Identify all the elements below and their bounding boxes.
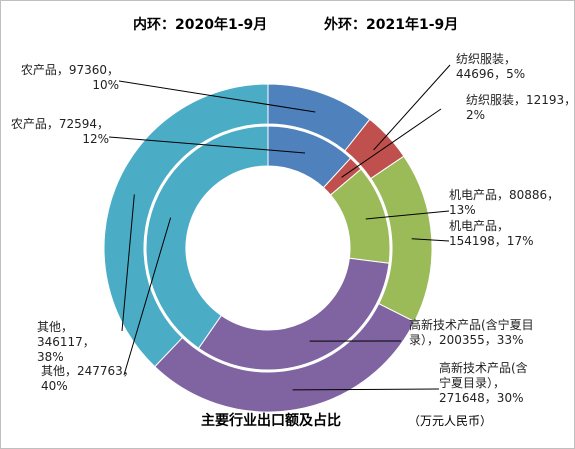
outer-data-label-line: 机电产品， [449,219,509,233]
inner-data-label-line: 其他，247763， [41,364,135,378]
outer-data-label-line: 346117， [37,335,95,349]
outer-leader-line-1 [373,64,451,151]
outer-data-label-1: 纺织服装， 44696，5% [456,52,525,81]
inner-data-label-3: 高新技术产品(含宁夏目录），200355，33% [409,317,534,347]
inner-data-label-line: 40% [41,379,68,393]
outer-leader-line-2 [411,238,450,242]
outer-data-label-line: 10% [92,78,119,92]
outer-data-label-3: 高新技术产品(含宁夏目录）， 271648，30% [439,360,528,405]
outer-data-label-2: 机电产品， 154198，17% [449,219,533,248]
outer-leader-line-0 [118,80,316,113]
inner-slice-3 [197,257,390,371]
inner-data-label-line: 高新技术产品(含宁夏目 [409,317,534,332]
inner-data-label-line: 13% [449,203,476,217]
chart-title: 主要行业出口额及占比 [201,413,341,429]
inner-leader-line-0 [108,136,306,154]
inner-data-label-2: 机电产品，80886， 13% [449,188,559,217]
inner-data-label-line: 2% [466,108,485,122]
inner-leader-line-4 [123,217,172,376]
outer-data-label-0: 农产品，97360， 10% [21,63,119,92]
outer-data-label-line: 农产品，97360， [21,63,119,77]
chart-unit: （万元人民币） [408,414,493,428]
inner-data-label-line: 纺织服装，12193， [466,93,574,107]
inner-leader-line-1 [341,108,442,178]
outer-data-label-line: 271648，30% [439,391,523,405]
outer-data-label-line: 其他， [37,320,73,334]
outer-slice-4 [103,83,269,368]
outer-data-label-line: 154198，17% [449,234,533,248]
outer-leader-line-3 [292,388,440,391]
inner-data-label-line: 12% [82,132,109,146]
inner-data-label-line: 录），200355，33% [409,333,523,347]
inner-data-label-line: 机电产品，80886， [449,188,559,202]
inner-data-label-1: 纺织服装，12193， 2% [466,93,574,122]
outer-data-label-4: 其他， 346117， 38% [37,320,95,364]
inner-leader-line-2 [365,210,450,220]
outer-data-label-line: 宁夏目录）， [439,375,505,390]
inner-data-label-0: 农产品，72594， 12% [11,117,109,146]
outer-data-label-line: 高新技术产品(含 [439,360,528,375]
inner-data-label-4: 其他，247763， 40% [41,364,135,393]
outer-ring-legend: 外环：2021年1-9月 [324,17,459,33]
outer-leader-line-4 [121,194,135,332]
outer-data-label-line: 38% [37,350,64,364]
outer-data-label-line: 44696，5% [456,67,525,81]
outer-data-label-line: 纺织服装， [456,52,516,66]
inner-slice-4 [145,125,269,350]
inner-ring-legend: 内环：2020年1-9月 [133,17,268,33]
inner-data-label-line: 农产品，72594， [11,117,109,131]
